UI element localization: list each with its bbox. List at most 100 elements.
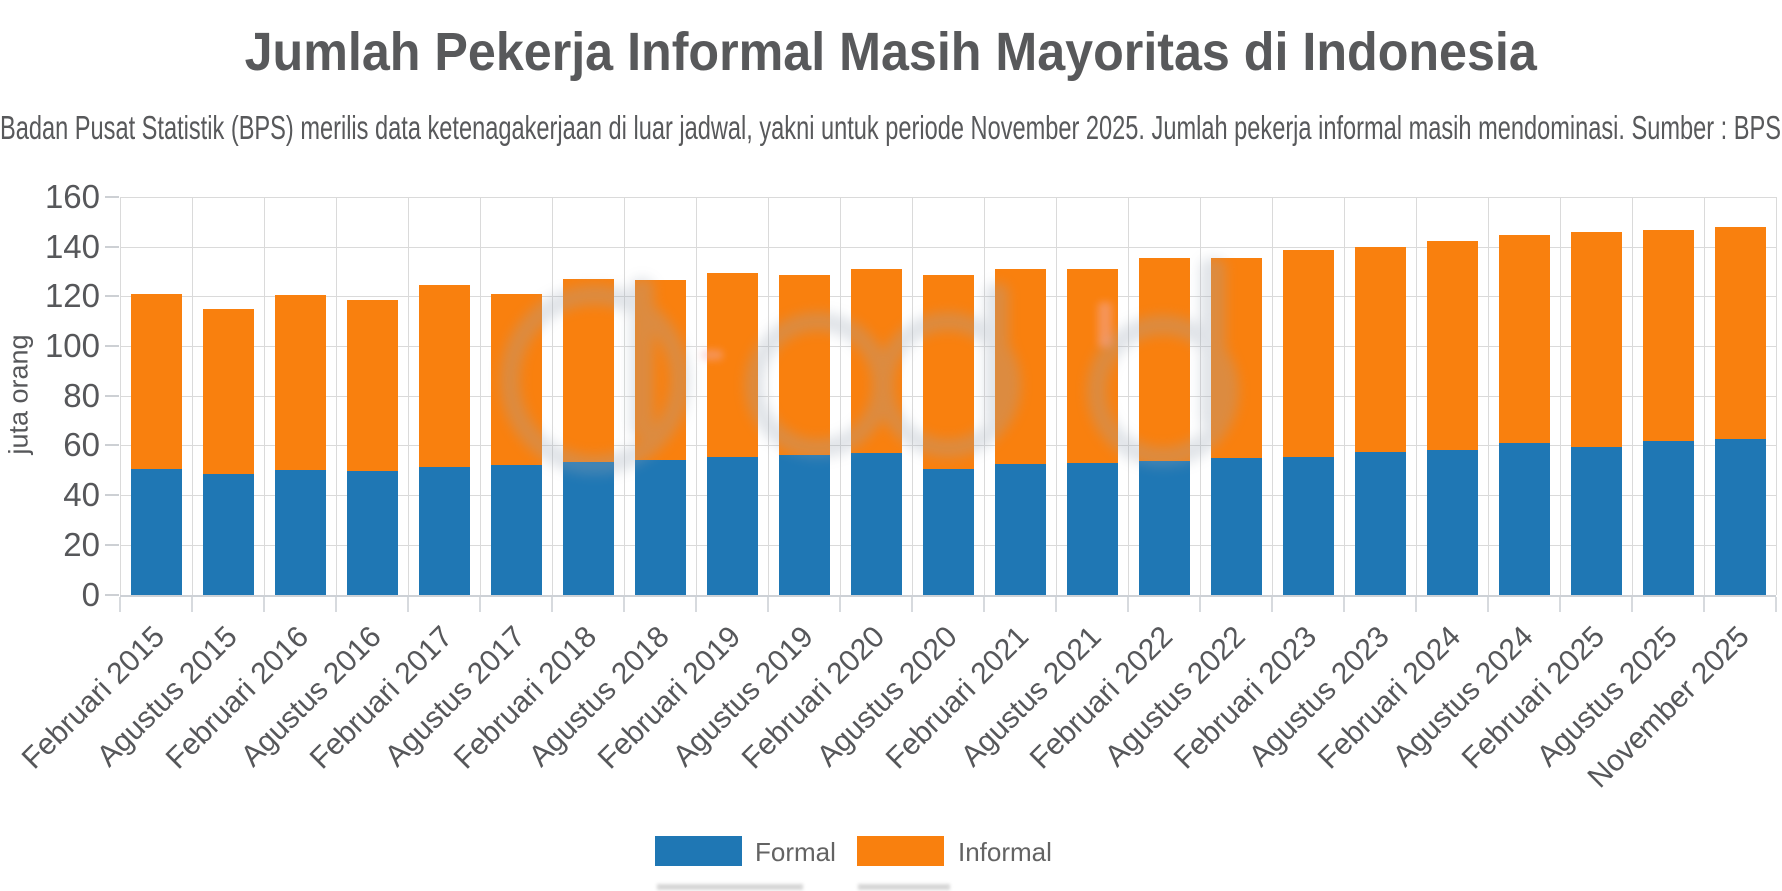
y-tick [105, 543, 119, 546]
bar-informal-agustus-2017 [490, 293, 542, 466]
x-tick [767, 597, 769, 612]
y-tick [105, 295, 119, 298]
x-tick [695, 597, 697, 612]
bar-formal-agustus-2017 [490, 465, 542, 595]
legend-label-informal: Informal [958, 837, 1052, 867]
gridline-x [696, 197, 697, 595]
legend-swatch-informal [857, 836, 944, 866]
x-tick [1199, 597, 1201, 612]
gridline-x [1416, 197, 1417, 595]
x-tick [839, 597, 841, 612]
chart-title: Jumlah Pekerja Informal Masih Mayoritas … [244, 22, 1538, 82]
x-tick [1631, 597, 1633, 612]
bar-formal-agustus-2021 [1066, 462, 1118, 595]
x-tick [551, 597, 553, 612]
plot-area [120, 197, 1777, 600]
y-tick-label-0: 0 [81, 575, 100, 613]
y-tick-label-140: 140 [44, 227, 100, 265]
x-tick [335, 597, 337, 612]
x-tick [191, 597, 193, 612]
bar-informal-februari-2019 [706, 273, 758, 458]
bar-formal-februari-2023 [1282, 457, 1334, 595]
bar-informal-agustus-2025 [1642, 230, 1694, 442]
bar-formal-agustus-2015 [202, 474, 254, 595]
gridline-x [1488, 197, 1489, 595]
gridline-x [984, 197, 985, 595]
legend-label-formal: Formal [755, 837, 836, 867]
x-tick [1775, 597, 1777, 612]
gridline-x [1560, 197, 1561, 595]
x-tick [1703, 597, 1705, 612]
x-tick [1487, 597, 1489, 612]
x-tick [1271, 597, 1273, 612]
y-axis-title: juta orang [3, 334, 34, 455]
gridline-y-140 [120, 246, 1776, 248]
bar-informal-agustus-2018 [634, 280, 686, 461]
bar-formal-februari-2020 [850, 452, 902, 595]
gridline-x [1128, 197, 1129, 595]
bar-informal-agustus-2019 [778, 274, 830, 456]
gridline-x [1704, 197, 1705, 595]
bar-informal-agustus-2015 [202, 309, 254, 475]
x-tick [1343, 597, 1345, 612]
y-tick-label-100: 100 [44, 327, 100, 365]
gridline-x [1344, 197, 1345, 595]
gridline-x [912, 197, 913, 595]
gridline-x [480, 197, 481, 595]
bar-informal-februari-2021 [994, 268, 1046, 465]
x-tick [911, 597, 913, 612]
gridline-x [408, 197, 409, 595]
bar-formal-agustus-2019 [778, 455, 830, 595]
legend-smudge-right [858, 884, 950, 890]
gridline-x [1632, 197, 1633, 595]
bar-informal-februari-2022 [1138, 257, 1190, 461]
y-tick-label-40: 40 [63, 476, 100, 514]
gridline-x [336, 197, 337, 595]
y-tick-label-120: 120 [44, 277, 100, 315]
bar-formal-februari-2021 [994, 464, 1046, 595]
gridline-x [1776, 197, 1777, 595]
bar-informal-agustus-2024 [1498, 235, 1550, 444]
x-tick [1415, 597, 1417, 612]
y-tick [105, 245, 119, 248]
y-tick [105, 444, 119, 447]
bar-informal-februari-2018 [562, 278, 614, 462]
gridline-x [1056, 197, 1057, 595]
bar-formal-agustus-2018 [634, 460, 686, 595]
y-tick [105, 494, 119, 497]
x-tick [1055, 597, 1057, 612]
gridline-x [552, 197, 553, 595]
bar-formal-februari-2022 [1138, 460, 1190, 595]
bar-informal-februari-2015 [130, 294, 182, 469]
y-tick [105, 394, 119, 397]
bar-informal-februari-2025 [1570, 232, 1622, 448]
bar-informal-agustus-2023 [1354, 246, 1406, 453]
bar-informal-agustus-2021 [1066, 268, 1118, 463]
x-tick [623, 597, 625, 612]
bar-informal-november-2025 [1714, 226, 1766, 440]
bar-formal-november-2025 [1714, 439, 1766, 595]
gridline-x [624, 197, 625, 595]
bar-formal-februari-2024 [1426, 450, 1478, 595]
bar-informal-februari-2016 [274, 294, 326, 471]
bar-formal-februari-2025 [1570, 447, 1622, 595]
bar-formal-agustus-2020 [922, 469, 974, 595]
bar-informal-februari-2020 [850, 269, 902, 453]
legend-smudge-left [657, 884, 803, 890]
bar-informal-februari-2024 [1426, 241, 1478, 451]
y-tick [105, 196, 119, 198]
bar-informal-agustus-2016 [346, 300, 398, 472]
chart-subtitle: Badan Pusat Statistik (BPS) merilis data… [0, 109, 1781, 146]
bar-formal-februari-2019 [706, 457, 758, 595]
bar-formal-februari-2015 [130, 468, 182, 595]
x-tick [407, 597, 409, 612]
bar-formal-agustus-2025 [1642, 441, 1694, 595]
bar-informal-februari-2023 [1282, 250, 1334, 458]
bar-informal-februari-2017 [418, 285, 470, 467]
bar-formal-februari-2018 [562, 461, 614, 595]
bar-formal-agustus-2023 [1354, 452, 1406, 595]
y-tick-label-20: 20 [63, 525, 100, 563]
y-tick [105, 593, 119, 596]
bar-formal-agustus-2016 [346, 471, 398, 595]
